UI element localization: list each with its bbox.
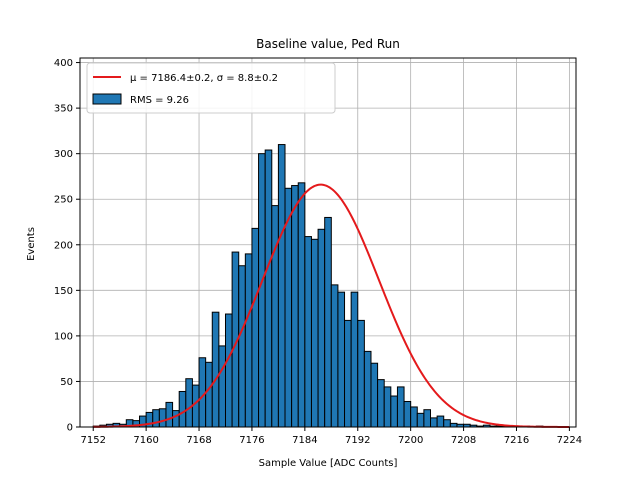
- x-tick-label: 7160: [133, 435, 158, 446]
- histogram-bar: [350, 291, 359, 428]
- y-tick-label: 50: [60, 377, 73, 388]
- y-axis-label: Events: [26, 227, 37, 261]
- histogram-bar: [297, 182, 306, 428]
- histogram-bar: [205, 361, 213, 428]
- histogram-bar: [390, 395, 398, 428]
- histogram-bar: [430, 417, 438, 428]
- histogram-bar: [443, 419, 451, 428]
- x-tick-label: 7168: [186, 435, 211, 446]
- histogram-bar: [337, 291, 346, 428]
- legend: μ = 7186.4±0.2, σ = 8.8±0.2 RMS = 9.26: [86, 62, 336, 114]
- histogram-bar: [211, 311, 220, 428]
- y-tick-label: 200: [54, 240, 73, 251]
- histogram-bar: [224, 313, 233, 428]
- histogram-bar: [410, 406, 418, 428]
- x-tick-label: 7152: [81, 435, 106, 446]
- x-tick-label: 7184: [292, 435, 317, 446]
- histogram-bar: [310, 238, 319, 428]
- histogram-bar: [330, 284, 339, 428]
- y-axis-ticks: 0 50 100 150 200 250 300 350 400: [54, 58, 80, 434]
- y-tick-label: 150: [54, 286, 73, 297]
- histogram-bar: [357, 319, 365, 428]
- histogram-bar: [218, 345, 226, 428]
- gaussian-fit-curve: [93, 183, 570, 428]
- histogram-bar: [377, 379, 385, 428]
- y-tick-label: 250: [54, 195, 73, 206]
- legend-histogram-label: RMS = 9.26: [130, 95, 189, 106]
- x-tick-label: 7216: [504, 435, 529, 446]
- histogram-bar: [317, 228, 326, 428]
- x-axis-ticks: 7152 7160 7168 7176 7184 7192 7200 7208 7216 7224: [81, 427, 582, 446]
- histogram-bar: [396, 386, 405, 428]
- histogram-bars: [92, 144, 544, 428]
- histogram-bar: [152, 409, 160, 428]
- histogram-bar: [383, 386, 392, 428]
- histogram-bar: [363, 350, 372, 428]
- x-tick-label: 7176: [239, 435, 264, 446]
- legend-box: [86, 62, 336, 114]
- histogram-bar: [258, 153, 266, 428]
- histogram-bar: [324, 216, 332, 428]
- axes-frame: [79, 57, 577, 428]
- y-tick-label: 300: [54, 149, 73, 160]
- x-tick-label: 7192: [345, 435, 370, 446]
- x-tick-label: 7208: [451, 435, 476, 446]
- x-tick-label: 7224: [557, 435, 582, 446]
- histogram-bar: [165, 401, 174, 428]
- histogram-bar: [449, 422, 458, 428]
- histogram-bar: [436, 415, 445, 428]
- histogram-bar: [416, 412, 425, 428]
- histogram-bar: [370, 362, 379, 428]
- y-tick-label: 100: [54, 331, 73, 342]
- y-tick-label: 0: [67, 423, 73, 434]
- histogram-bar: [423, 409, 432, 428]
- histogram-bar: [291, 185, 299, 428]
- x-tick-label: 7200: [398, 435, 423, 446]
- histogram-bar: [244, 253, 253, 428]
- legend-histogram-swatch: [92, 93, 122, 105]
- histogram-bar: [344, 319, 352, 428]
- histogram-bar: [238, 265, 246, 428]
- histogram-bar: [271, 205, 279, 428]
- legend-fit-label: μ = 7186.4±0.2, σ = 8.8±0.2: [130, 73, 278, 84]
- y-tick-label: 400: [54, 58, 73, 69]
- histogram-bar: [304, 236, 312, 428]
- histogram-bar: [251, 227, 260, 428]
- histogram-bar: [264, 149, 273, 428]
- x-axis-label: Sample Value [ADC Counts]: [259, 458, 398, 469]
- histogram-bar: [158, 408, 167, 428]
- histogram-bar: [185, 378, 193, 428]
- chart-title: Baseline value, Ped Run: [256, 37, 400, 51]
- histogram-bar: [178, 390, 187, 428]
- histogram-bar: [277, 144, 286, 428]
- y-tick-label: 350: [54, 104, 73, 115]
- histogram-bar: [403, 400, 412, 428]
- histogram-bar: [172, 410, 180, 428]
